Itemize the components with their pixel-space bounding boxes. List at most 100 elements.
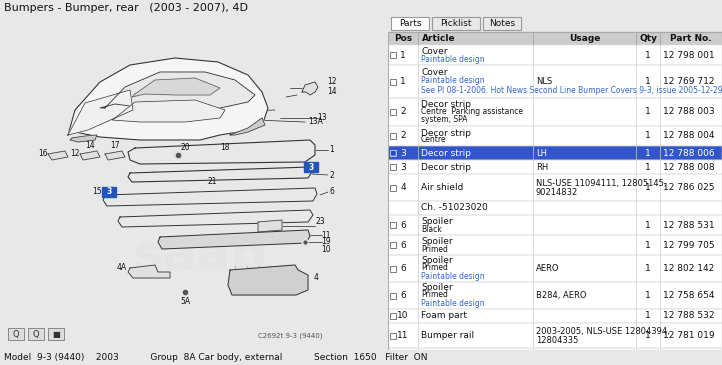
Text: Decor strip: Decor strip bbox=[421, 100, 471, 109]
Text: 2003-2005, NLS-USE 12804394,: 2003-2005, NLS-USE 12804394, bbox=[536, 327, 670, 336]
Text: Cover: Cover bbox=[421, 68, 448, 77]
Text: 12 788 003: 12 788 003 bbox=[663, 108, 715, 116]
Text: 19: 19 bbox=[321, 238, 331, 246]
Bar bbox=[28, 328, 44, 340]
Bar bbox=[391, 151, 395, 155]
Text: NLS: NLS bbox=[536, 77, 552, 86]
Text: 3: 3 bbox=[400, 162, 406, 172]
Text: 13A: 13A bbox=[308, 118, 323, 127]
Text: 16: 16 bbox=[38, 150, 48, 158]
Text: Spoiler: Spoiler bbox=[421, 284, 453, 292]
Text: Ch. -51023020: Ch. -51023020 bbox=[421, 204, 488, 212]
Text: 90214832: 90214832 bbox=[536, 188, 578, 197]
Text: 4: 4 bbox=[313, 273, 318, 283]
Text: Part No.: Part No. bbox=[670, 34, 712, 43]
Polygon shape bbox=[132, 78, 220, 97]
Text: Bumpers - Bumper, rear   (2003 - 2007), 4D: Bumpers - Bumper, rear (2003 - 2007), 4D bbox=[4, 3, 248, 13]
Polygon shape bbox=[302, 82, 318, 95]
Text: Air shield: Air shield bbox=[421, 183, 464, 192]
Text: Black: Black bbox=[421, 224, 442, 234]
Bar bbox=[390, 242, 396, 248]
Bar bbox=[390, 133, 396, 139]
Polygon shape bbox=[100, 72, 255, 110]
Bar bbox=[390, 333, 396, 338]
Bar bbox=[390, 222, 396, 228]
Text: 6: 6 bbox=[400, 241, 406, 250]
Text: 12 781 019: 12 781 019 bbox=[663, 331, 715, 340]
Bar bbox=[388, 146, 722, 160]
Text: 12 798 001: 12 798 001 bbox=[663, 50, 715, 59]
Text: NLS-USE 11094111, 12805145,: NLS-USE 11094111, 12805145, bbox=[536, 179, 666, 188]
Text: Q: Q bbox=[13, 330, 19, 338]
Polygon shape bbox=[103, 188, 317, 206]
Text: 15: 15 bbox=[92, 188, 102, 196]
Text: 12 786 025: 12 786 025 bbox=[663, 183, 715, 192]
Text: 1: 1 bbox=[645, 311, 651, 320]
Polygon shape bbox=[68, 58, 268, 140]
Bar bbox=[390, 150, 396, 156]
Text: 10: 10 bbox=[321, 245, 331, 254]
Text: system, SPA: system, SPA bbox=[421, 115, 468, 124]
FancyBboxPatch shape bbox=[432, 17, 480, 30]
Text: 1: 1 bbox=[645, 108, 651, 116]
Text: 1: 1 bbox=[645, 241, 651, 250]
Bar bbox=[388, 98, 722, 126]
Text: Foam part: Foam part bbox=[421, 311, 467, 320]
Bar bbox=[388, 32, 418, 45]
Text: Model  9-3 (9440)    2003           Group  8A Car body, external           Secti: Model 9-3 (9440) 2003 Group 8A Car body,… bbox=[4, 353, 427, 362]
Text: 21: 21 bbox=[207, 177, 217, 187]
Polygon shape bbox=[48, 151, 68, 160]
Bar bbox=[8, 328, 24, 340]
Bar bbox=[390, 184, 396, 191]
Text: 17: 17 bbox=[110, 142, 120, 150]
Text: 11: 11 bbox=[397, 331, 409, 340]
Text: Q: Q bbox=[32, 330, 39, 338]
Text: Centre  Parking assistance: Centre Parking assistance bbox=[421, 107, 523, 116]
Text: 12 788 008: 12 788 008 bbox=[663, 162, 715, 172]
Bar bbox=[388, 323, 722, 348]
Bar bbox=[390, 265, 396, 272]
Polygon shape bbox=[128, 265, 170, 278]
Text: 13: 13 bbox=[317, 114, 327, 123]
Text: 6: 6 bbox=[400, 264, 406, 273]
Circle shape bbox=[174, 151, 182, 159]
Text: C2692t 9-3 (9440): C2692t 9-3 (9440) bbox=[258, 333, 322, 339]
Text: Primed: Primed bbox=[421, 264, 448, 272]
Text: AERO: AERO bbox=[536, 264, 560, 273]
Text: Cover: Cover bbox=[421, 47, 448, 57]
Bar bbox=[48, 328, 64, 340]
Polygon shape bbox=[80, 151, 100, 160]
Text: 1: 1 bbox=[645, 183, 651, 192]
Bar bbox=[390, 292, 396, 299]
Bar bbox=[388, 201, 722, 215]
Bar bbox=[388, 45, 722, 65]
Bar bbox=[660, 32, 722, 45]
Bar bbox=[390, 78, 396, 85]
Text: Paintable design: Paintable design bbox=[421, 272, 484, 281]
Polygon shape bbox=[128, 167, 312, 182]
Text: 18: 18 bbox=[220, 143, 230, 153]
Polygon shape bbox=[128, 140, 315, 164]
Text: 1: 1 bbox=[400, 77, 406, 86]
Text: Decor strip: Decor strip bbox=[421, 128, 471, 138]
Polygon shape bbox=[105, 151, 125, 160]
Text: 10: 10 bbox=[397, 311, 409, 320]
Text: 12804335: 12804335 bbox=[536, 336, 578, 345]
Bar bbox=[390, 109, 396, 115]
Text: 2: 2 bbox=[400, 131, 406, 141]
Text: 3: 3 bbox=[308, 162, 313, 172]
Text: 1: 1 bbox=[645, 291, 651, 300]
Text: ■: ■ bbox=[52, 330, 60, 338]
Bar bbox=[388, 235, 722, 255]
Bar bbox=[636, 32, 660, 45]
Text: 1: 1 bbox=[645, 331, 651, 340]
Polygon shape bbox=[118, 210, 313, 227]
Text: 1: 1 bbox=[645, 220, 651, 230]
Text: 6: 6 bbox=[329, 188, 334, 196]
Text: 6: 6 bbox=[400, 291, 406, 300]
Bar bbox=[388, 174, 722, 201]
Text: B284, AERO: B284, AERO bbox=[536, 291, 586, 300]
Bar bbox=[388, 16, 722, 32]
Text: 12 788 004: 12 788 004 bbox=[663, 131, 715, 141]
Text: saab: saab bbox=[134, 231, 266, 279]
